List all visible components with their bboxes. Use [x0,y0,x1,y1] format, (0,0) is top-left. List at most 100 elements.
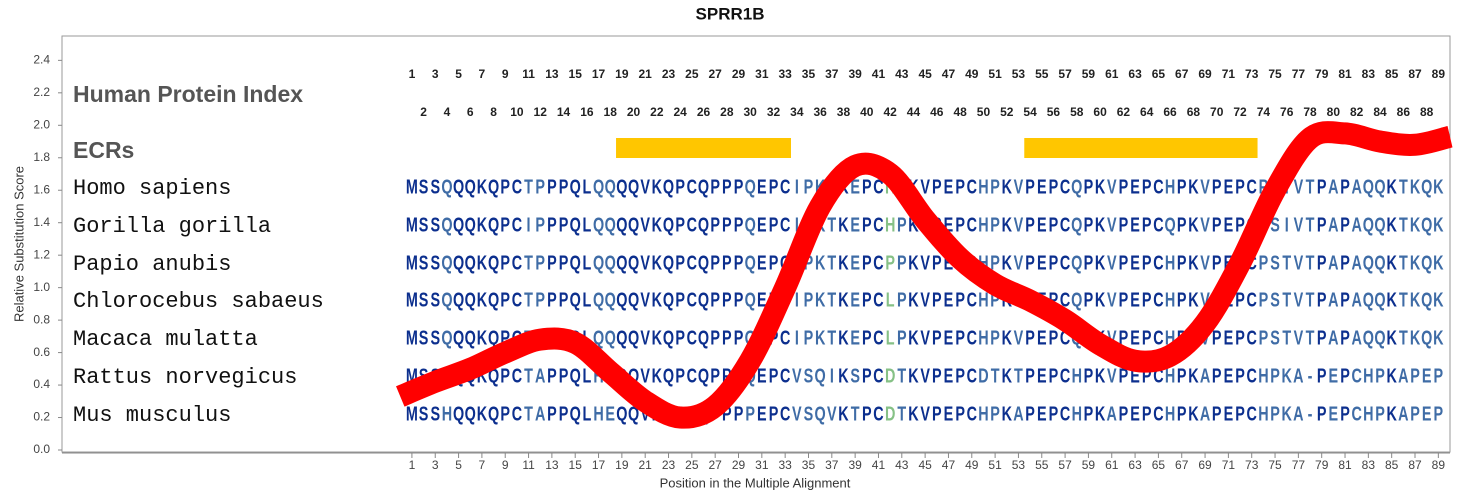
residue: E [1329,364,1339,387]
y-tick-label: 0.6 [33,345,50,359]
residue: C [1247,288,1258,311]
residue: V [1014,175,1024,198]
residue: K [1433,326,1444,349]
residue: Q [1071,175,1082,198]
residue: C [687,364,698,387]
residue: K [1386,326,1397,349]
x-tick-label: 37 [825,458,839,472]
residue: K [1095,288,1106,311]
index-number: 73 [1245,67,1259,81]
residue: E [757,175,767,198]
index-number: 26 [697,105,711,119]
index-number: 68 [1187,105,1201,119]
residue: P [675,288,685,311]
ecr-bar [616,138,791,158]
index-number: 42 [883,105,897,119]
residue: K [1095,213,1106,236]
residue: L [582,288,591,311]
residue: C [780,364,791,387]
residue: P [1049,213,1059,236]
index-number: 85 [1385,67,1399,81]
x-tick-label: 85 [1385,458,1399,472]
residue: V [920,402,930,425]
residue: P [1434,364,1444,387]
residue: V [640,326,650,349]
residue: V [920,326,930,349]
residue: H [978,326,988,349]
y-tick-label: 2.4 [33,53,50,67]
residue: V [1107,326,1117,349]
residue: Q [663,213,674,236]
x-tick-label: 73 [1245,458,1259,472]
residue: P [1119,175,1129,198]
residue: Q [628,288,639,311]
residue: K [652,288,663,311]
index-number: 62 [1117,105,1131,119]
x-tick-label: 13 [545,458,559,472]
residue: K [1188,364,1199,387]
residue: V [640,288,650,311]
x-tick-label: 65 [1152,458,1166,472]
ecr-bar [1024,138,1258,158]
residue: A [1293,364,1304,387]
residue: V [1014,213,1024,236]
residue: P [1025,213,1035,236]
residue: P [990,251,1000,274]
x-tick-label: 7 [479,458,486,472]
residue: P [1049,402,1059,425]
residue: V [1107,288,1117,311]
residue: P [897,251,907,274]
x-tick-label: 33 [778,458,792,472]
residue: P [1235,326,1245,349]
residue: P [722,288,732,311]
residue: A [1328,213,1339,236]
residue: C [1247,175,1258,198]
residue: E [850,251,860,274]
residue: P [1025,402,1035,425]
residue: P [1410,402,1420,425]
y-tick-label: 2.0 [33,117,50,131]
index-number: 17 [592,67,606,81]
x-tick-label: 47 [942,458,956,472]
residue: P [1177,288,1187,311]
index-number: 10 [510,105,524,119]
x-tick-label: 67 [1175,458,1189,472]
residue: P [1177,175,1187,198]
residue: V [1107,364,1117,387]
residue: V [1294,213,1304,236]
residue: E [1037,326,1047,349]
residue: K [1282,402,1293,425]
residue: M [406,251,418,274]
residue: T [524,364,533,387]
y-tick-label: 1.2 [33,247,50,261]
residue: H [1165,402,1175,425]
species-name: Homo sapiens [73,176,231,201]
residue: S [430,326,440,349]
residue: P [1084,364,1094,387]
residue: P [990,175,1000,198]
residue: P [862,364,872,387]
residue: C [780,175,791,198]
residue: C [1060,175,1071,198]
residue: C [1153,288,1164,311]
residue: C [873,213,884,236]
residue: P [722,213,732,236]
residue: P [1025,326,1035,349]
residue: E [850,213,860,236]
x-tick-label: 61 [1105,458,1119,472]
residue: P [897,213,907,236]
residue: P [1119,213,1129,236]
residue: S [419,213,429,236]
index-number: 46 [930,105,944,119]
residue: H [1072,402,1082,425]
index-number: 35 [802,67,816,81]
residue: K [1386,364,1397,387]
index-number: 45 [918,67,932,81]
residue: A [1351,251,1362,274]
index-number: 56 [1047,105,1061,119]
index-number: 78 [1303,105,1317,119]
residue: K [1282,364,1293,387]
residue: P [710,175,720,198]
residue: S [430,175,440,198]
residue: Q [616,251,627,274]
